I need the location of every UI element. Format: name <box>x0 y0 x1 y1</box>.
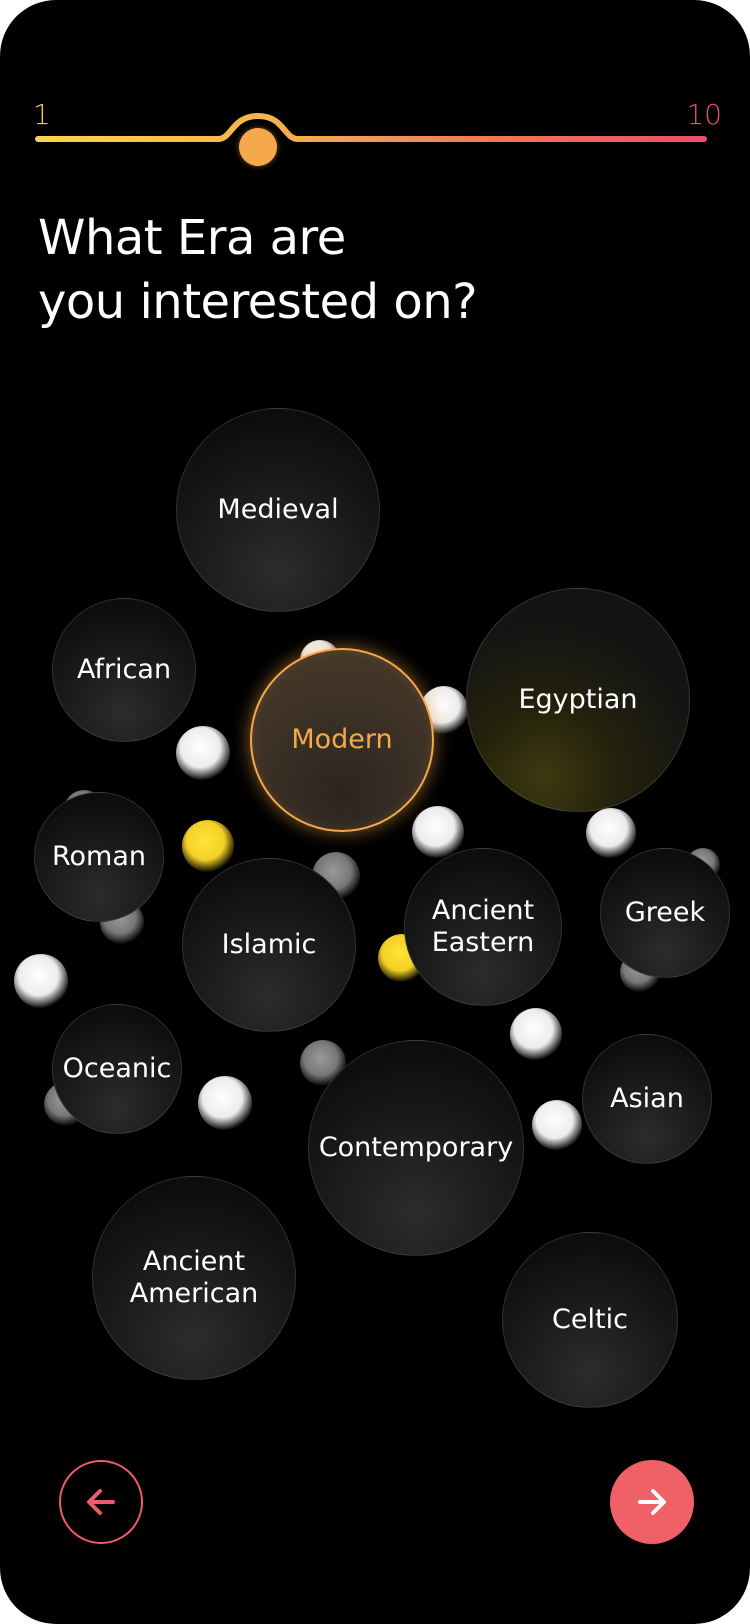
era-bubble-asian[interactable]: Asian <box>582 1034 712 1164</box>
era-bubble-medieval[interactable]: Medieval <box>176 408 380 612</box>
era-bubble-contemporary[interactable]: Contemporary <box>308 1040 524 1256</box>
page-title: What Era are you interested on? <box>38 206 478 334</box>
era-bubble-modern[interactable]: Modern <box>250 648 434 832</box>
title-line-1: What Era are <box>38 210 346 266</box>
decor-dot <box>14 954 68 1008</box>
era-label: Celtic <box>552 1304 628 1335</box>
decor-dot <box>198 1076 252 1130</box>
era-label: African <box>76 654 172 685</box>
era-bubble-roman[interactable]: Roman <box>34 792 164 922</box>
era-bubble-ancient-eastern[interactable]: Ancient Eastern <box>404 848 562 1006</box>
era-label: Roman <box>51 841 147 872</box>
era-label: Modern <box>291 724 393 755</box>
title-line-2: you interested on? <box>38 274 478 330</box>
era-label: Medieval <box>217 494 339 525</box>
era-label: Ancient American <box>129 1246 259 1309</box>
era-bubble-islamic[interactable]: Islamic <box>182 858 356 1032</box>
progress-max-label: 10 <box>686 98 722 131</box>
progress-slider-thumb[interactable] <box>239 128 277 166</box>
era-bubble-african[interactable]: African <box>52 598 196 742</box>
decor-dot <box>176 726 230 780</box>
era-label: Contemporary <box>318 1132 514 1163</box>
decor-dot <box>510 1008 562 1060</box>
era-bubble-celtic[interactable]: Celtic <box>502 1232 678 1408</box>
era-bubble-oceanic[interactable]: Oceanic <box>52 1004 182 1134</box>
back-button[interactable] <box>59 1460 143 1544</box>
era-label: Asian <box>610 1083 684 1114</box>
decor-dot <box>182 820 234 872</box>
progress-slider-track[interactable] <box>0 100 750 160</box>
next-button[interactable] <box>610 1460 694 1544</box>
decor-dot <box>586 808 636 858</box>
decor-dot <box>412 806 464 858</box>
era-label: Oceanic <box>62 1053 172 1084</box>
era-bubble-egyptian[interactable]: Egyptian <box>466 588 690 812</box>
era-label: Greek <box>624 897 706 928</box>
decor-dot <box>532 1100 582 1150</box>
progress-min-label: 1 <box>33 98 51 131</box>
era-label: Islamic <box>221 929 317 960</box>
era-bubble-ancient-american[interactable]: Ancient American <box>92 1176 296 1380</box>
arrow-left-icon <box>87 1489 115 1515</box>
era-label: Egyptian <box>518 684 638 715</box>
era-label: Ancient Eastern <box>431 895 535 958</box>
arrow-right-icon <box>638 1489 666 1515</box>
era-bubble-greek[interactable]: Greek <box>600 848 730 978</box>
